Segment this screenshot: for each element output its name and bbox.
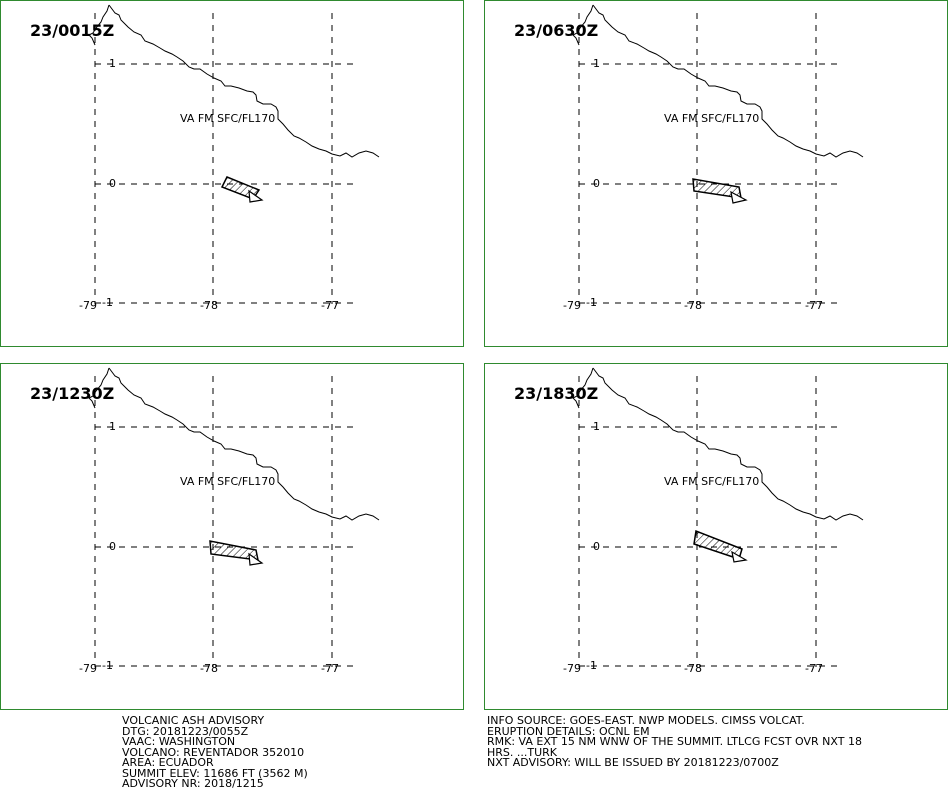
coastline (592, 367, 864, 521)
panel-time: 23/0015Z (30, 21, 115, 40)
panel-time: 23/1230Z (30, 384, 115, 403)
advisory-details-block: INFO SOURCE: GOES-EAST. NWP MODELS. CIMS… (487, 714, 862, 769)
advisory-dtg: DTG: 20181223/0055Z (122, 724, 249, 738)
coastline (592, 4, 864, 158)
advisory-summit-elev: SUMMIT ELEV: 11686 FT (3562 M) (122, 766, 308, 780)
lat-tick-0: 0 (109, 177, 116, 190)
map-graphic (88, 367, 380, 667)
forecast-panel-4: 23/1830Z 1 0 -1 -79 -78 -77 VA FM SFC/FL… (484, 363, 948, 710)
lon-tick-minus77: -77 (805, 662, 823, 675)
ash-level-label: VA FM SFC/FL170 (664, 112, 760, 125)
lon-tick-minus78: -78 (684, 299, 702, 312)
map-graphic (88, 4, 380, 304)
lat-tick-1: 1 (593, 420, 600, 433)
advisory-header-block: VOLCANIC ASH ADVISORY DTG: 20181223/0055… (122, 714, 308, 790)
drift-arrow (731, 550, 748, 563)
ash-level-label: VA FM SFC/FL170 (664, 475, 760, 488)
coastline-west (572, 367, 594, 409)
coastline-west (88, 4, 110, 46)
advisory-vaac: VAAC: WASHINGTON (122, 735, 236, 748)
lat-tick-0: 0 (593, 177, 600, 190)
forecast-panel-1: 23/0015Z 1 0 -1 -79 -78 -77 VA FM SFC/FL… (0, 0, 464, 347)
eruption-details: ERUPTION DETAILS: OCNL EM (487, 724, 650, 738)
lat-tick-1: 1 (109, 420, 116, 433)
ash-level-label: VA FM SFC/FL170 (180, 112, 276, 125)
lon-tick-minus77: -77 (321, 662, 339, 675)
lat-tick-minus1: -1 (586, 296, 597, 309)
forecast-panel-2: 23/0630Z 1 0 -1 -79 -78 -77 VA FM SFC/FL… (484, 0, 948, 347)
drift-arrow (248, 552, 264, 566)
lon-tick-minus79: -79 (563, 299, 581, 312)
remarks: RMK: VA EXT 15 NM WNW OF THE SUMMIT. LTL… (487, 735, 862, 748)
lat-tick-1: 1 (593, 57, 600, 70)
coastline-west (572, 4, 594, 46)
lon-tick-minus79: -79 (79, 662, 97, 675)
lon-tick-minus79: -79 (79, 299, 97, 312)
advisory-area: AREA: ECUADOR (122, 756, 214, 769)
advisory-volcano: VOLCANO: REVENTADOR 352010 (122, 745, 305, 759)
lon-tick-minus77: -77 (805, 299, 823, 312)
map-graphic (572, 367, 864, 667)
lon-tick-minus78: -78 (684, 662, 702, 675)
map-graphic (572, 4, 864, 304)
lat-tick-1: 1 (109, 57, 116, 70)
panel-time: 23/0630Z (514, 21, 599, 40)
drift-arrow (248, 189, 264, 203)
advisory-number: ADVISORY NR: 2018/1215 (122, 777, 264, 790)
lat-tick-0: 0 (109, 540, 116, 553)
lat-tick-minus1: -1 (102, 659, 113, 672)
lon-tick-minus77: -77 (321, 299, 339, 312)
info-source: INFO SOURCE: GOES-EAST. NWP MODELS. CIMS… (487, 714, 805, 727)
lat-tick-0: 0 (593, 540, 600, 553)
ash-level-label: VA FM SFC/FL170 (180, 475, 276, 488)
lat-tick-minus1: -1 (586, 659, 597, 672)
coastline-west (88, 367, 110, 409)
lon-tick-minus79: -79 (563, 662, 581, 675)
coastline (108, 4, 380, 158)
next-advisory: NXT ADVISORY: WILL BE ISSUED BY 20181223… (487, 756, 779, 769)
coastline (108, 367, 380, 521)
forecast-panel-3: 23/1230Z 1 0 -1 -79 -78 -77 VA FM SFC/FL… (0, 363, 464, 710)
lon-tick-minus78: -78 (200, 662, 218, 675)
lat-tick-minus1: -1 (102, 296, 113, 309)
drift-arrow (730, 190, 748, 204)
advisory-title: VOLCANIC ASH ADVISORY (122, 714, 265, 727)
lon-tick-minus78: -78 (200, 299, 218, 312)
remarks-continued: HRS. ...TURK (487, 745, 558, 759)
panel-time: 23/1830Z (514, 384, 599, 403)
